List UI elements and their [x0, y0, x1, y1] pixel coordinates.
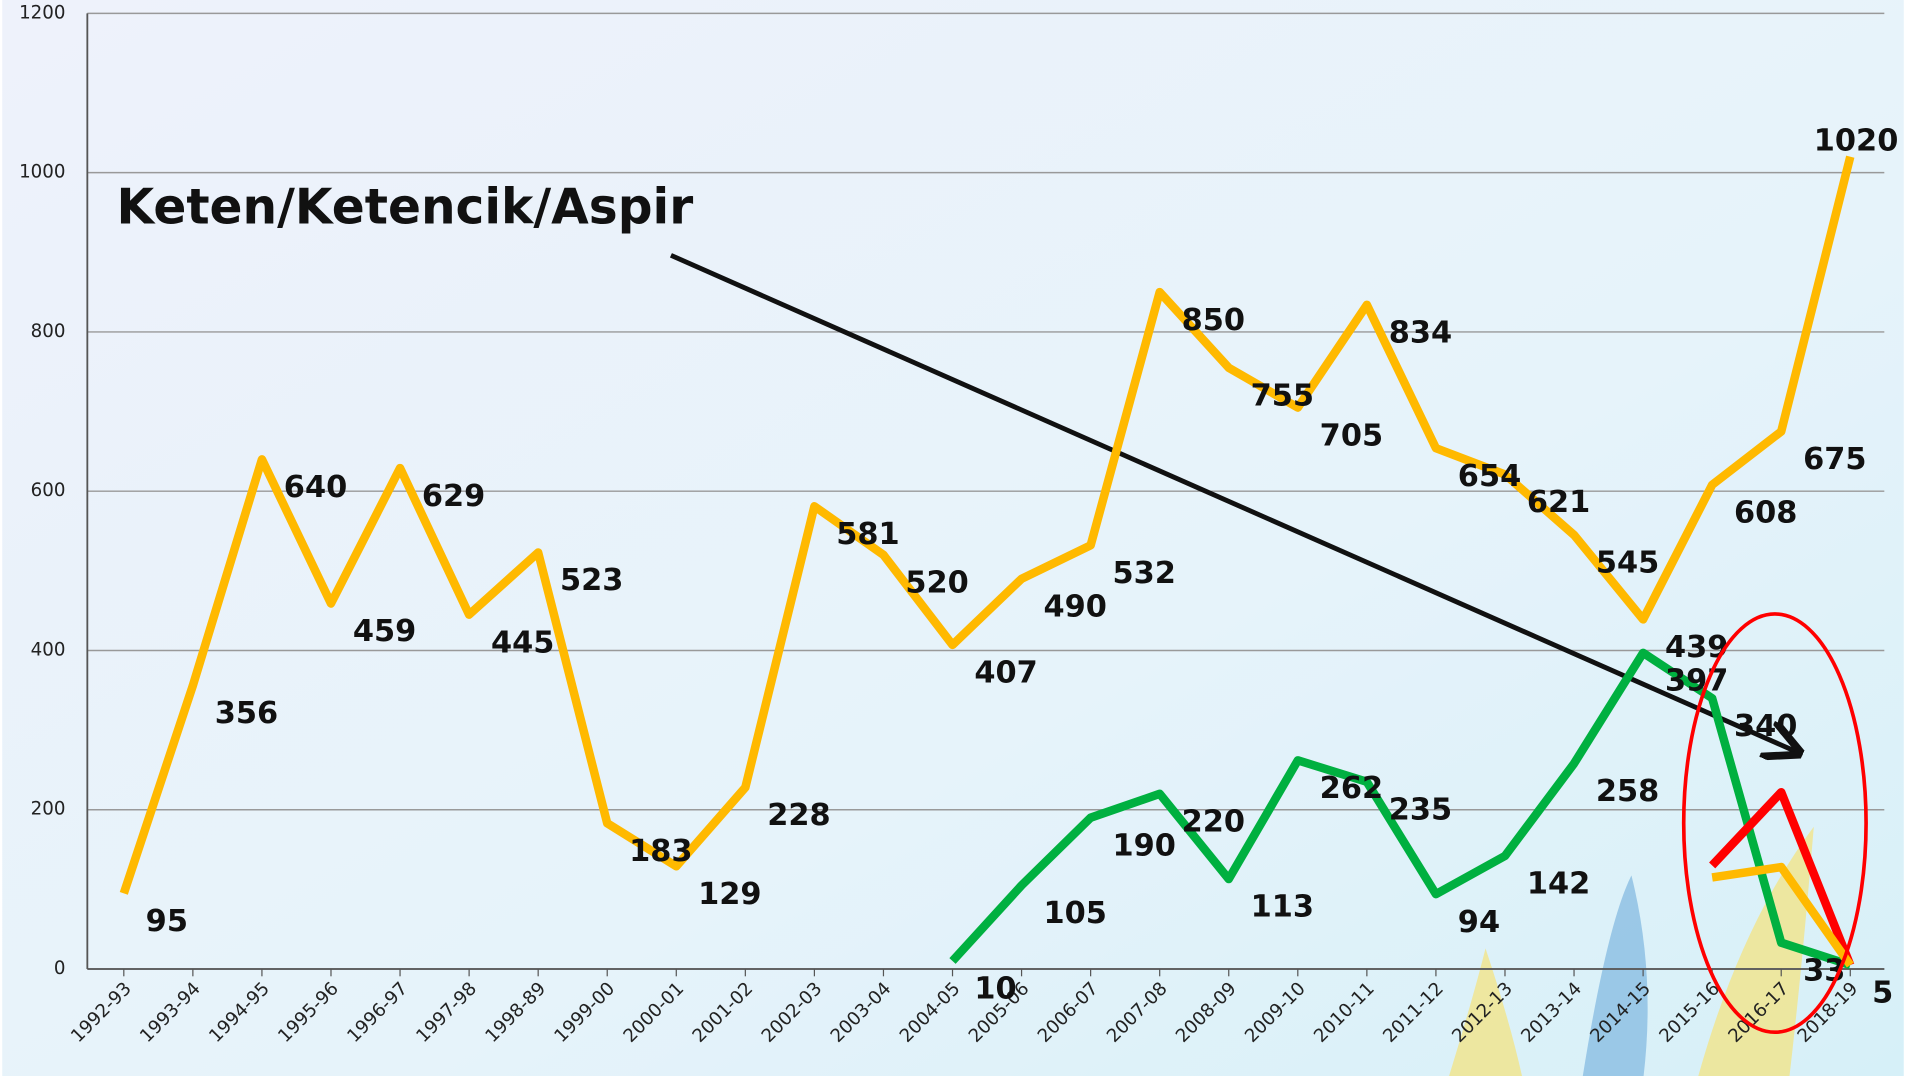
data-label: 228: [767, 798, 830, 833]
y-tick-label: 1000: [19, 162, 65, 183]
data-label: 581: [836, 517, 899, 552]
data-label: 490: [1043, 589, 1106, 624]
decor: [1449, 948, 1523, 1076]
data-label: 545: [1596, 546, 1659, 581]
trend-arrow: [669, 253, 1796, 751]
y-tick-label: 1200: [19, 2, 65, 23]
data-label: 520: [905, 566, 968, 601]
data-label: 356: [215, 696, 278, 731]
data-label: 629: [422, 479, 485, 514]
highlight-ellipse: [1681, 612, 1868, 1035]
chart-title: Keten/Ketencik/Aspir: [117, 179, 694, 235]
data-label: 397: [1665, 664, 1728, 699]
data-label: 262: [1320, 771, 1383, 806]
data-label: 523: [560, 563, 623, 598]
y-tick-label: 600: [31, 480, 66, 501]
data-label: 95: [146, 904, 188, 939]
decor: [1698, 826, 1814, 1076]
data-label: 1020: [1814, 124, 1899, 159]
data-label: 755: [1251, 378, 1314, 413]
line-series: [1711, 862, 1854, 968]
data-label: 94: [1458, 905, 1500, 940]
line-series: [949, 648, 1852, 970]
data-label: 129: [698, 877, 761, 912]
data-label: 183: [629, 834, 692, 869]
y-tick-label: 400: [31, 639, 66, 660]
data-label: 10: [974, 972, 1016, 1007]
data-label: 850: [1182, 303, 1245, 338]
data-label: 459: [353, 614, 416, 649]
data-label: 407: [974, 656, 1037, 691]
data-label: 675: [1803, 442, 1866, 477]
data-label: 654: [1458, 459, 1521, 494]
line-series: [1709, 787, 1855, 967]
decor: [1582, 875, 1648, 1076]
line-series: [119, 155, 1855, 895]
data-label: 142: [1527, 867, 1590, 902]
data-label: 258: [1596, 774, 1659, 809]
data-label: 640: [284, 470, 347, 505]
data-label: 5: [1872, 976, 1893, 1011]
data-label: 445: [491, 625, 554, 660]
y-tick-label: 0: [54, 958, 66, 979]
data-label: 220: [1182, 804, 1245, 839]
data-label: 532: [1113, 556, 1176, 591]
data-label: 190: [1113, 828, 1176, 863]
y-tick-label: 200: [31, 799, 66, 820]
data-label: 705: [1320, 418, 1383, 453]
data-label: 113: [1251, 890, 1314, 925]
data-label: 621: [1527, 485, 1590, 520]
y-tick-label: 800: [31, 321, 66, 342]
data-label: 105: [1043, 896, 1106, 931]
data-label: 608: [1734, 495, 1797, 530]
data-label: 340: [1734, 709, 1797, 744]
data-label: 834: [1389, 316, 1452, 351]
data-label: 235: [1389, 793, 1452, 828]
